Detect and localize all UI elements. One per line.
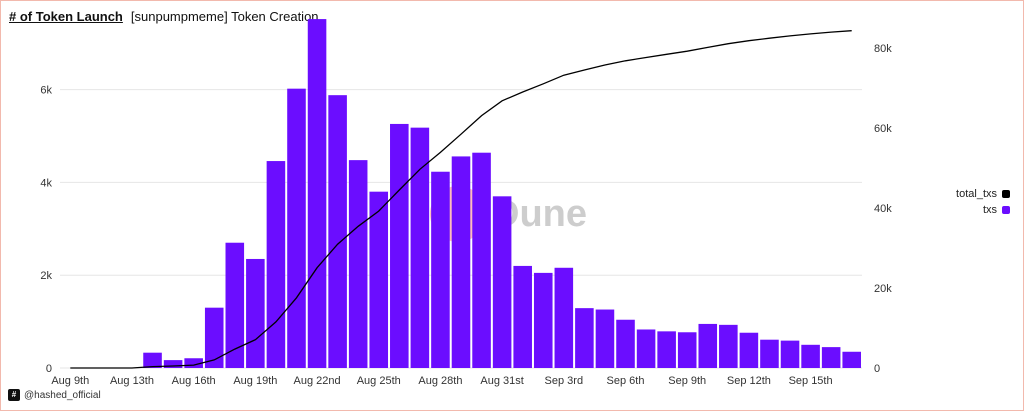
legend-item-total-txs[interactable]: total_txs bbox=[956, 186, 1010, 202]
chart-title-link[interactable]: # of Token Launch bbox=[9, 9, 123, 24]
bar-aug-24[interactable] bbox=[369, 191, 389, 368]
x-tick-label: Aug 28th bbox=[418, 375, 462, 387]
x-tick-label: Sep 15th bbox=[789, 375, 833, 387]
bar-sep-3[interactable] bbox=[575, 308, 594, 368]
x-tick-label: Aug 22nd bbox=[293, 375, 340, 387]
legend-label-total-txs: total_txs bbox=[956, 188, 997, 200]
legend-swatch-total-txs bbox=[1002, 190, 1010, 198]
bar-aug-29[interactable] bbox=[472, 152, 491, 368]
bar-sep-4[interactable] bbox=[595, 309, 615, 368]
x-tick-label: Sep 12th bbox=[727, 375, 771, 387]
x-tick-label: Sep 6th bbox=[607, 375, 645, 387]
bar-aug-15[interactable] bbox=[184, 358, 203, 368]
footer-attribution: # @hashed_official bbox=[8, 389, 101, 401]
series-line-total-txs bbox=[70, 30, 852, 369]
x-tick-label: Aug 16th bbox=[172, 375, 216, 387]
chart-header: # of Token Launch [sunpumpmeme] Token Cr… bbox=[9, 9, 319, 24]
hashed-logo-icon: # bbox=[8, 389, 20, 401]
y-tick-label: 6k bbox=[40, 85, 52, 97]
legend-swatch-txs bbox=[1002, 206, 1010, 214]
legend-label-txs: txs bbox=[982, 204, 997, 216]
x-tick-label: Sep 9th bbox=[668, 375, 706, 387]
x-tick-label: Aug 25th bbox=[357, 375, 401, 387]
bar-aug-22[interactable] bbox=[328, 95, 347, 368]
bar-sep-12[interactable] bbox=[760, 339, 779, 368]
bar-sep-14[interactable] bbox=[801, 344, 820, 368]
bar-aug-28[interactable] bbox=[451, 156, 471, 368]
bar-sep-6[interactable] bbox=[636, 329, 656, 368]
bar-aug-30[interactable] bbox=[492, 196, 512, 368]
y2-tick-label: 20k bbox=[874, 283, 892, 295]
bar-aug-27[interactable] bbox=[431, 171, 450, 368]
chart-legend: total_txs txs bbox=[956, 186, 1010, 218]
bar-aug-17[interactable] bbox=[225, 242, 245, 368]
bar-sep-2[interactable] bbox=[554, 267, 574, 368]
bar-sep-13[interactable] bbox=[780, 340, 800, 368]
bar-sep-11[interactable] bbox=[739, 332, 759, 368]
x-tick-label: Aug 31st bbox=[480, 375, 523, 387]
bar-aug-13[interactable] bbox=[143, 352, 162, 368]
bar-aug-25[interactable] bbox=[390, 123, 409, 368]
bar-sep-15[interactable] bbox=[821, 347, 841, 368]
bar-aug-23[interactable] bbox=[348, 160, 368, 368]
x-tick-label: Sep 3rd bbox=[545, 375, 584, 387]
x-tick-label: Aug 9th bbox=[51, 375, 89, 387]
bar-sep-5[interactable] bbox=[616, 319, 635, 368]
bar-sep-1[interactable] bbox=[533, 272, 553, 368]
bar-sep-10[interactable] bbox=[719, 324, 738, 368]
chart-subtitle: [sunpumpmeme] Token Creation bbox=[130, 9, 319, 24]
bar-sep-7[interactable] bbox=[657, 331, 676, 368]
bar-sep-16[interactable] bbox=[842, 351, 861, 368]
x-tick-label: Aug 19th bbox=[233, 375, 277, 387]
y2-tick-label: 0 bbox=[874, 363, 880, 375]
bar-aug-18[interactable] bbox=[246, 258, 265, 368]
bar-aug-20[interactable] bbox=[287, 88, 306, 368]
y2-tick-label: 80k bbox=[874, 43, 892, 55]
legend-item-txs[interactable]: txs bbox=[956, 202, 1010, 218]
x-tick-label: Aug 13th bbox=[110, 375, 154, 387]
bar-aug-16[interactable] bbox=[204, 307, 224, 368]
bar-aug-26[interactable] bbox=[410, 127, 430, 368]
y2-tick-label: 60k bbox=[874, 123, 892, 135]
y2-tick-label: 40k bbox=[874, 203, 892, 215]
bar-aug-21[interactable] bbox=[307, 19, 327, 369]
bar-aug-19[interactable] bbox=[266, 161, 286, 368]
y-tick-label: 0 bbox=[46, 363, 52, 375]
y-tick-label: 4k bbox=[40, 177, 52, 189]
bar-aug-31[interactable] bbox=[513, 265, 532, 368]
bar-sep-8[interactable] bbox=[677, 332, 697, 368]
footer-handle: @hashed_official bbox=[24, 389, 101, 401]
y-tick-label: 2k bbox=[40, 270, 52, 282]
bar-aug-14[interactable] bbox=[163, 360, 183, 368]
bar-sep-9[interactable] bbox=[698, 323, 718, 368]
